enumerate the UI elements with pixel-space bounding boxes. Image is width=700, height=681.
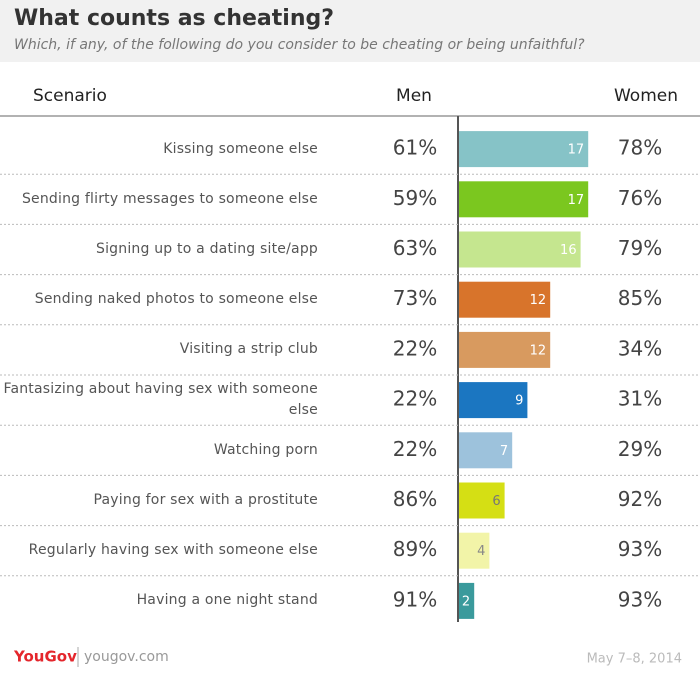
gap-bar: [459, 432, 513, 469]
value-label: 63%: [393, 236, 437, 260]
gap-label: 16: [560, 243, 577, 258]
value-label: 73%: [393, 286, 437, 310]
category-label: Paying for sex with a prostitute: [93, 491, 318, 508]
category-label-box: Having a one night stand: [136, 592, 318, 609]
column-header: Men: [396, 86, 432, 106]
category-label-box: Visiting a strip club: [179, 341, 318, 358]
value-label: 89%: [393, 537, 437, 561]
value-label: 22%: [393, 437, 437, 461]
category-label: Sending flirty messages to someone else: [21, 190, 318, 207]
value-label: 92%: [618, 487, 662, 511]
category-label: Kissing someone else: [163, 140, 318, 157]
header-band: [0, 0, 700, 62]
gap-bar: [459, 331, 551, 368]
gap-bar: [459, 131, 589, 168]
gap-bar: [459, 582, 475, 619]
gap-label: 6: [492, 494, 500, 509]
category-label-box: Sending flirty messages to someone else: [21, 190, 318, 207]
gap-bar: [459, 231, 581, 268]
category-label: Sending naked photos to someone else: [34, 291, 318, 308]
gap-label: 17: [568, 143, 585, 158]
gap-label: 7: [500, 444, 508, 459]
value-label: 31%: [618, 387, 662, 411]
category-label: Signing up to a dating site/app: [96, 240, 318, 257]
chart-title: What counts as cheating?: [14, 6, 334, 31]
category-label-box: Regularly having sex with someone else: [28, 542, 318, 559]
gap-label: 2: [462, 594, 470, 609]
gap-bar: [459, 482, 505, 519]
value-label: 22%: [393, 336, 437, 360]
value-label: 29%: [618, 437, 662, 461]
value-label: 61%: [393, 136, 437, 160]
gap-label: 17: [568, 193, 585, 208]
source-site: yougov.com: [84, 649, 169, 665]
column-header: Scenario: [33, 86, 107, 106]
category-label-box: Fantasizing about having sex with someon…: [3, 381, 318, 418]
gap-bar: [459, 382, 528, 419]
source-date: May 7–8, 2014: [587, 652, 682, 667]
category-label-box: Watching porn: [213, 441, 318, 458]
gap-label: 9: [515, 394, 523, 409]
category-label-box: Sending naked photos to someone else: [34, 291, 318, 308]
category-label: Watching porn: [213, 441, 318, 458]
gap-label: 4: [477, 544, 485, 559]
gap-bar: [459, 281, 551, 318]
gap-bar: [459, 181, 589, 218]
value-label: 59%: [393, 186, 437, 210]
gap-label: 12: [530, 343, 547, 358]
brand: YouGov: [13, 648, 77, 666]
category-label: Regularly having sex with someone else: [28, 542, 318, 559]
value-label: 79%: [618, 236, 662, 260]
category-label-box: Signing up to a dating site/app: [96, 240, 318, 257]
gap-bar: [459, 532, 490, 569]
gap-label: 12: [530, 293, 547, 308]
category-label: Fantasizing about having sex with someon…: [3, 381, 318, 418]
category-label: Having a one night stand: [136, 592, 318, 609]
value-label: 85%: [618, 286, 662, 310]
value-label: 76%: [618, 186, 662, 210]
value-label: 93%: [618, 587, 662, 611]
value-label: 78%: [618, 136, 662, 160]
value-label: 93%: [618, 537, 662, 561]
column-header: Women: [614, 86, 678, 106]
value-label: 91%: [393, 587, 437, 611]
chart-subtitle: Which, if any, of the following do you c…: [14, 37, 585, 53]
category-label-box: Kissing someone else: [163, 140, 318, 157]
category-label: Visiting a strip club: [179, 341, 318, 358]
value-label: 22%: [393, 387, 437, 411]
category-label-box: Paying for sex with a prostitute: [93, 491, 318, 508]
value-label: 86%: [393, 487, 437, 511]
value-label: 34%: [618, 336, 662, 360]
